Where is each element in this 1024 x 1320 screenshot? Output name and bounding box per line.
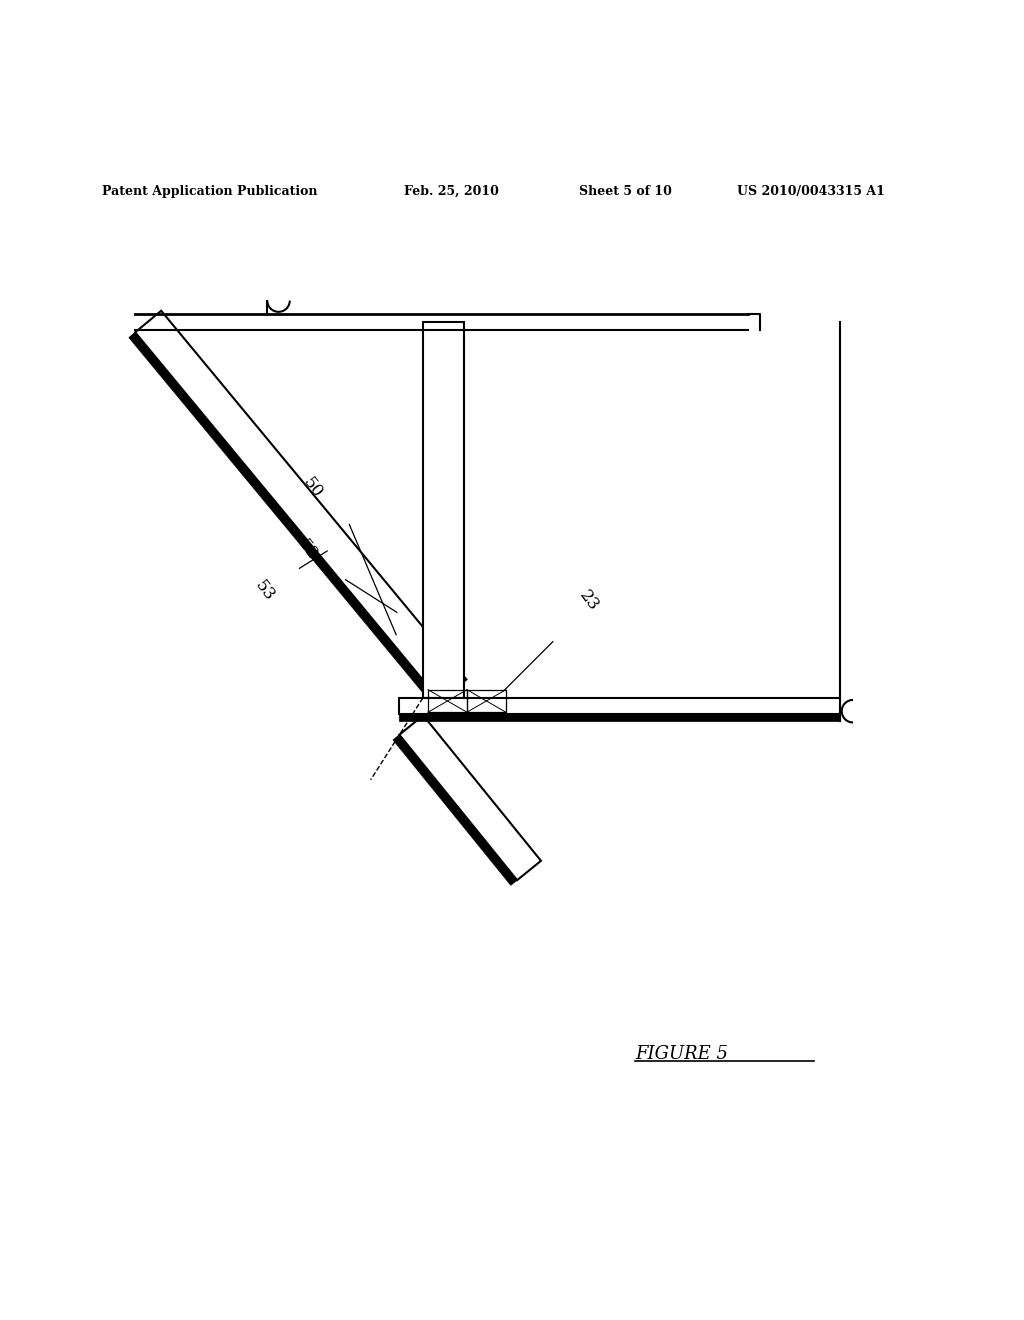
Text: 23: 23 [575,587,602,614]
Polygon shape [399,715,541,880]
Text: Patent Application Publication: Patent Application Publication [102,185,317,198]
Polygon shape [129,333,440,706]
Text: 52: 52 [294,536,321,562]
Polygon shape [399,714,840,722]
Text: US 2010/0043315 A1: US 2010/0043315 A1 [737,185,885,198]
Text: 53: 53 [251,577,278,605]
Polygon shape [423,322,464,698]
Polygon shape [399,698,840,714]
Polygon shape [135,310,466,701]
Text: Sheet 5 of 10: Sheet 5 of 10 [579,185,672,198]
Polygon shape [393,735,517,886]
Text: FIGURE 5: FIGURE 5 [635,1045,728,1063]
Text: Feb. 25, 2010: Feb. 25, 2010 [404,185,500,198]
Text: 50: 50 [299,474,326,502]
